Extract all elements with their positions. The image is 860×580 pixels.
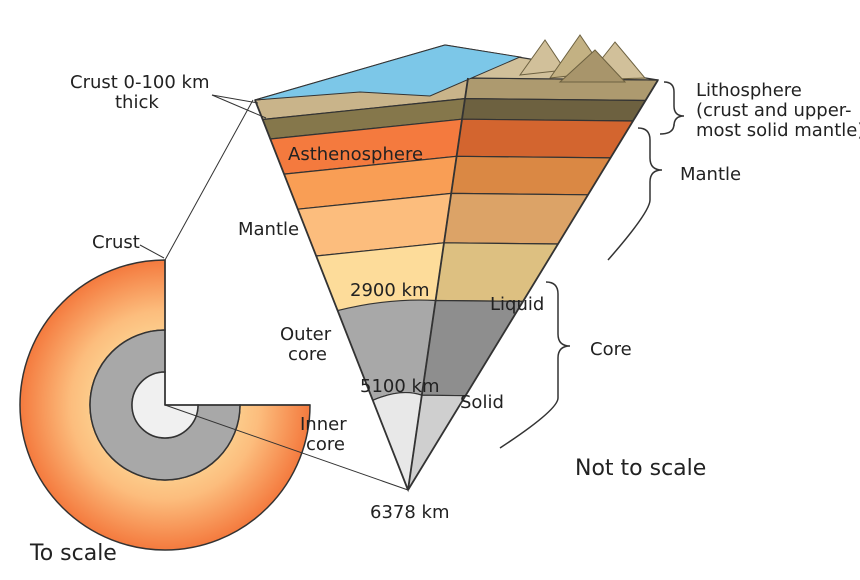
solid-label: Solid — [460, 392, 504, 413]
depth-2900-label: 2900 km — [350, 280, 430, 301]
crust-thick-label-1: Crust 0-100 km — [70, 72, 210, 93]
lithosphere-label-2: (crust and upper- — [696, 100, 852, 121]
inner-core-label-2: core — [306, 434, 345, 455]
earth-structure-diagram: Crust 0-100 km thick Asthenosphere Mantl… — [0, 0, 860, 580]
side-mantle-orange — [451, 156, 610, 195]
asthenosphere-label: Asthenosphere — [288, 144, 423, 165]
mantle-right-label: Mantle — [680, 164, 741, 185]
to-scale-caption: To scale — [29, 541, 117, 566]
depth-6378-label: 6378 km — [370, 502, 450, 523]
side-asthenosphere — [457, 119, 633, 158]
mantle-wedge-label: Mantle — [238, 219, 299, 240]
crust-small-label: Crust — [92, 232, 140, 253]
liquid-label: Liquid — [490, 294, 544, 315]
inner-core-label-1: Inner — [300, 414, 347, 435]
core-right-label: Core — [590, 339, 632, 360]
depth-5100-label: 5100 km — [360, 376, 440, 397]
lithosphere-label-1: Lithosphere — [696, 80, 802, 101]
side-mantle-cream — [436, 243, 558, 302]
outer-core-label-1: Outer — [280, 324, 332, 345]
crust-thick-label-2: thick — [115, 92, 159, 113]
side-crust-dark — [462, 99, 646, 121]
not-to-scale-caption: Not to scale — [575, 456, 706, 481]
side-mantle-peach — [444, 193, 588, 244]
lithosphere-label-3: most solid mantle) — [696, 120, 860, 141]
outer-core-label-2: core — [288, 344, 327, 365]
